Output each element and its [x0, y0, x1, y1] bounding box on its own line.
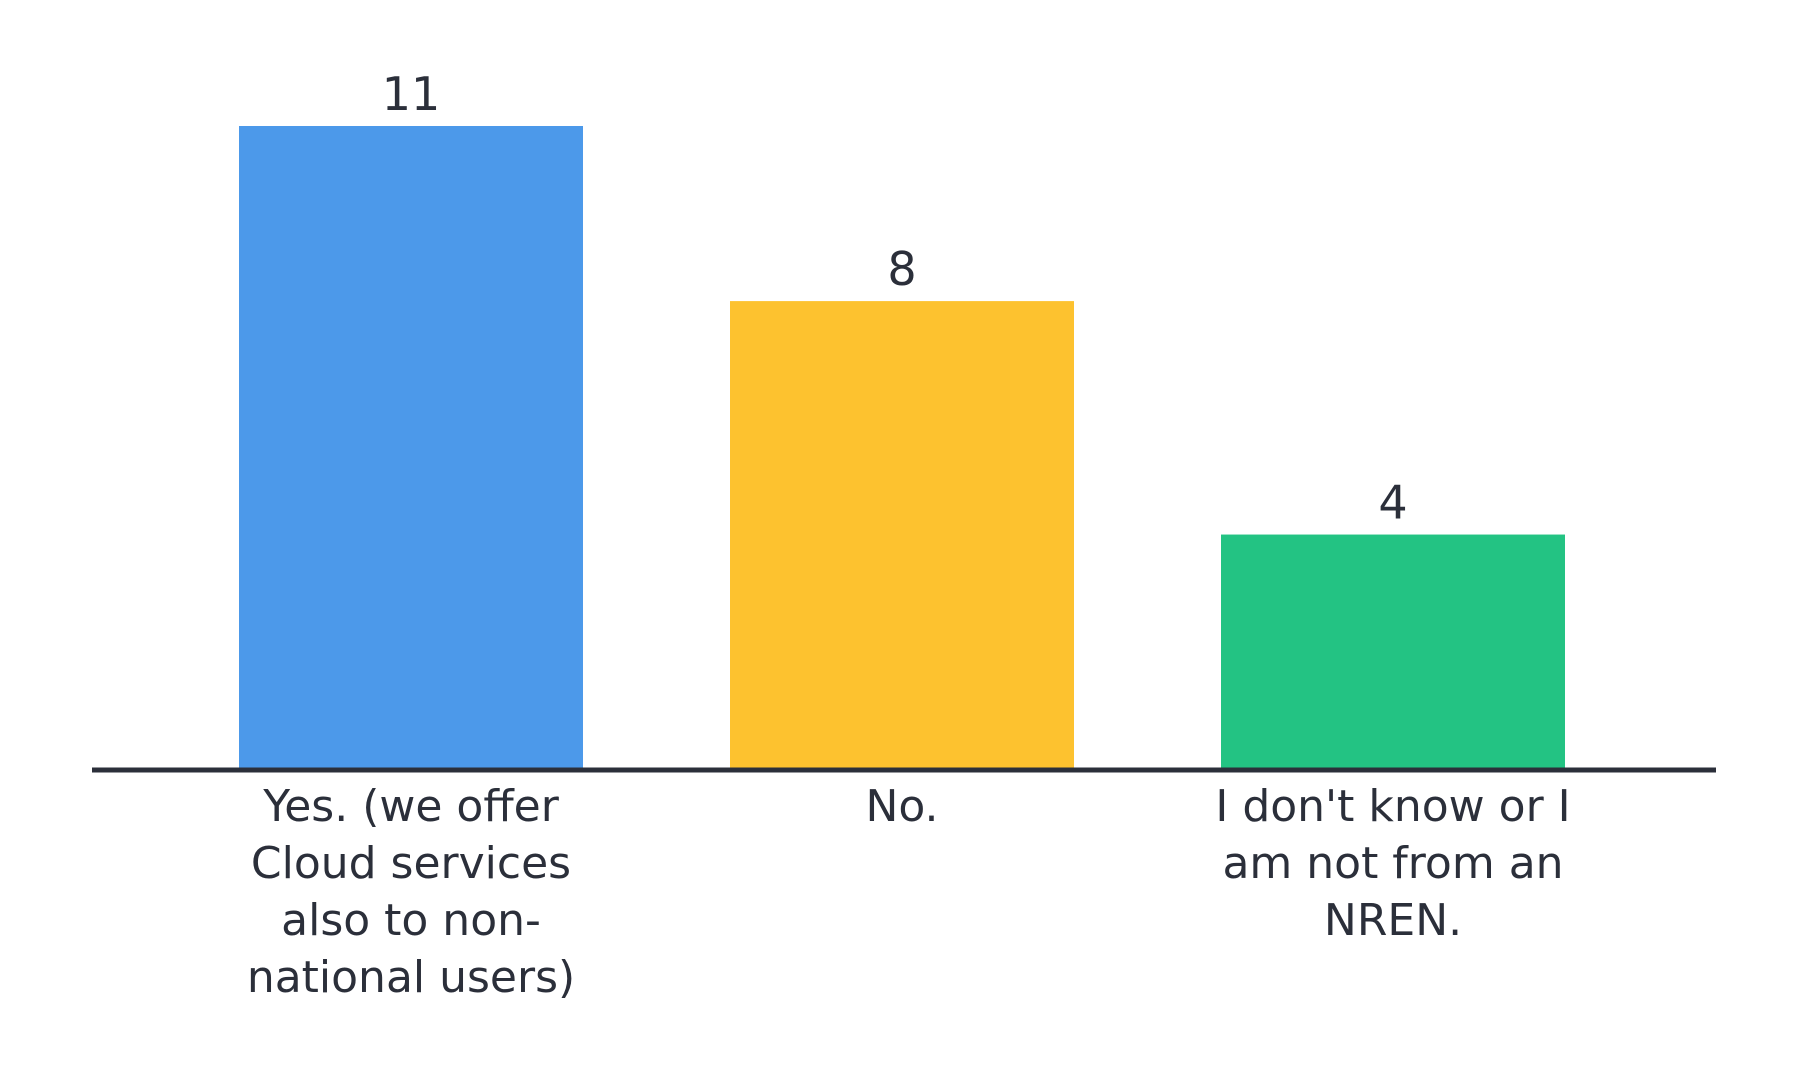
value-label-3: 4 [1378, 476, 1407, 530]
category-label-line: also to non- [281, 895, 541, 946]
category-label-3: I don't know or I am not from an NREN. [1203, 778, 1583, 949]
bars-group [239, 126, 1565, 768]
value-labels-group: 11 8 4 [382, 67, 1408, 530]
category-label-line: Cloud services [250, 838, 572, 889]
value-label-2: 8 [887, 242, 916, 296]
category-label-line: national users) [246, 952, 576, 1003]
category-label-line: I don't know or I [1215, 781, 1571, 832]
category-label-line: Yes. (we offer [263, 781, 559, 832]
category-label-2: No. [712, 778, 1092, 835]
value-label-1: 11 [382, 67, 441, 121]
bar-2 [730, 301, 1074, 768]
category-label-line: NREN. [1323, 895, 1463, 946]
category-label-line: No. [865, 781, 939, 832]
bar-1 [239, 126, 583, 768]
category-label-1: Yes. (we offer Cloud services also to non-… [221, 778, 601, 1006]
category-label-line: am not from an [1222, 838, 1564, 889]
bar-3 [1221, 534, 1565, 768]
